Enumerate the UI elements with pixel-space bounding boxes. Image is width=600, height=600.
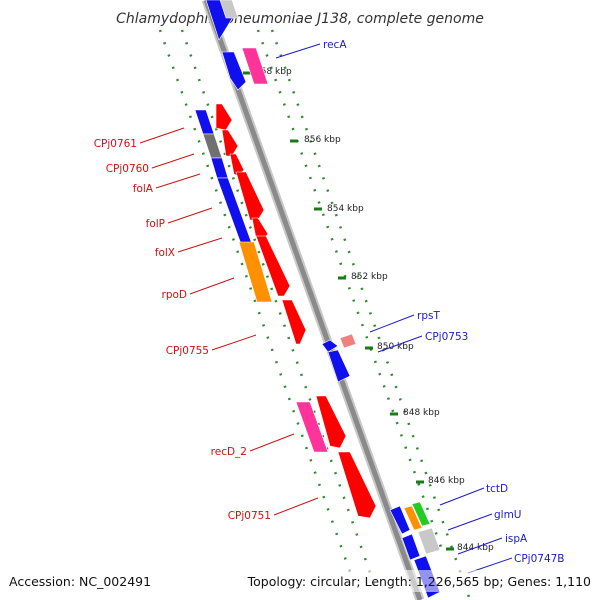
gene-pink[interactable]	[241, 47, 269, 85]
gene-blue[interactable]	[389, 505, 411, 535]
gene-label-ispa[interactable]: ispA	[505, 533, 528, 545]
genome-summary-text: Topology: circular; Length: 1,226,565 bp…	[247, 574, 591, 589]
gene-label-cpj0753[interactable]: CPj0753	[425, 331, 468, 343]
gene-label-rpod[interactable]: rpoD	[162, 289, 188, 301]
forward-label-group	[275, 43, 513, 574]
label-leader-line	[151, 153, 195, 169]
label-leader-line	[439, 487, 485, 506]
tick-group: 858 kbp 856 kbp 854 kbp 852 kbp 850 kbp …	[243, 67, 494, 553]
gene-pink[interactable]	[295, 401, 329, 453]
gene-label-recd-2[interactable]: recD_2	[211, 446, 247, 458]
gene-label-folp[interactable]: folP	[146, 218, 165, 230]
gene-label-cpj0760[interactable]: CPj0760	[106, 163, 149, 175]
gene-blue[interactable]	[321, 339, 339, 353]
gene-red[interactable]	[337, 451, 377, 519]
gene-blue[interactable]	[401, 533, 421, 561]
label-leader-line	[139, 127, 185, 144]
label-leader-line	[275, 43, 321, 59]
gene-label-tctd[interactable]: tctD	[486, 483, 508, 495]
gene-red[interactable]	[315, 395, 347, 449]
gene-light-grey[interactable]	[219, 0, 239, 19]
gene-label-fola[interactable]: folA	[133, 183, 154, 195]
reverse-genes	[194, 0, 377, 519]
tick-label: 848 kbp	[403, 408, 440, 418]
label-leader-line	[249, 433, 295, 452]
dotted-track-outer-left	[158, 29, 352, 573]
tick-label: 846 kbp	[428, 476, 465, 486]
gene-blue[interactable]	[210, 157, 229, 179]
gene-salmon[interactable]	[339, 333, 357, 349]
reverse-label-texts: CPj0761 CPj0760 folA folP folX rpoD CPj0…	[94, 138, 271, 522]
accession-text: Accession: NC_002491	[9, 574, 151, 589]
label-leader-line	[167, 207, 213, 224]
gene-red[interactable]	[215, 103, 233, 131]
label-leader-line	[447, 513, 493, 531]
gene-label-cpj0747b[interactable]: CPj0747B	[514, 553, 565, 565]
gene-label-rpst[interactable]: rpsT	[417, 310, 440, 322]
gene-label-cpj0755[interactable]: CPj0755	[166, 345, 209, 357]
gene-label-folx[interactable]: folX	[155, 247, 175, 259]
genome-backbone	[203, 0, 423, 600]
gene-red[interactable]	[221, 129, 239, 157]
gene-label-cpj0751[interactable]: CPj0751	[228, 510, 271, 522]
label-leader-line	[457, 537, 503, 555]
label-leader-line	[377, 335, 423, 353]
gene-blue[interactable]	[194, 109, 215, 135]
footer-backdrop	[255, 570, 600, 592]
forward-genes	[221, 47, 441, 599]
label-leader-line	[273, 497, 319, 516]
tick-label: 854 kbp	[327, 204, 364, 214]
gene-orange[interactable]	[403, 505, 423, 531]
gene-light-grey[interactable]	[417, 527, 441, 555]
gene-label-glmu[interactable]: glmU	[494, 509, 522, 521]
dotted-track-inner-left	[180, 29, 378, 591]
label-leader-line	[211, 334, 257, 351]
label-leader-line	[369, 314, 415, 333]
gene-red[interactable]	[255, 235, 291, 297]
reverse-label-group	[139, 127, 319, 516]
gene-label-cpj0761[interactable]: CPj0761	[94, 138, 137, 150]
label-leader-line	[155, 173, 201, 189]
map-title: Chlamydophila pneumoniae J138, complete …	[116, 11, 484, 27]
gene-blue[interactable]	[221, 51, 247, 91]
gene-grey[interactable]	[202, 133, 223, 159]
tick-label: 856 kbp	[304, 135, 341, 145]
tick-label: 852 kbp	[351, 272, 388, 282]
tick-label: 850 kbp	[377, 342, 414, 352]
gene-label-reca[interactable]: recA	[323, 39, 347, 51]
gene-orange[interactable]	[238, 241, 273, 303]
gene-red[interactable]	[235, 171, 265, 221]
gene-green[interactable]	[411, 501, 431, 527]
gene-red[interactable]	[281, 299, 307, 345]
gene-blue[interactable]	[327, 349, 351, 383]
label-leader-line	[177, 237, 223, 253]
tick-label: 858 kbp	[255, 67, 292, 77]
dotted-track-inner-right	[256, 29, 444, 551]
label-leader-line	[189, 277, 235, 295]
forward-label-texts: recA rpsT CPj0753 tctD glmU ispA CPj0747…	[323, 39, 565, 565]
